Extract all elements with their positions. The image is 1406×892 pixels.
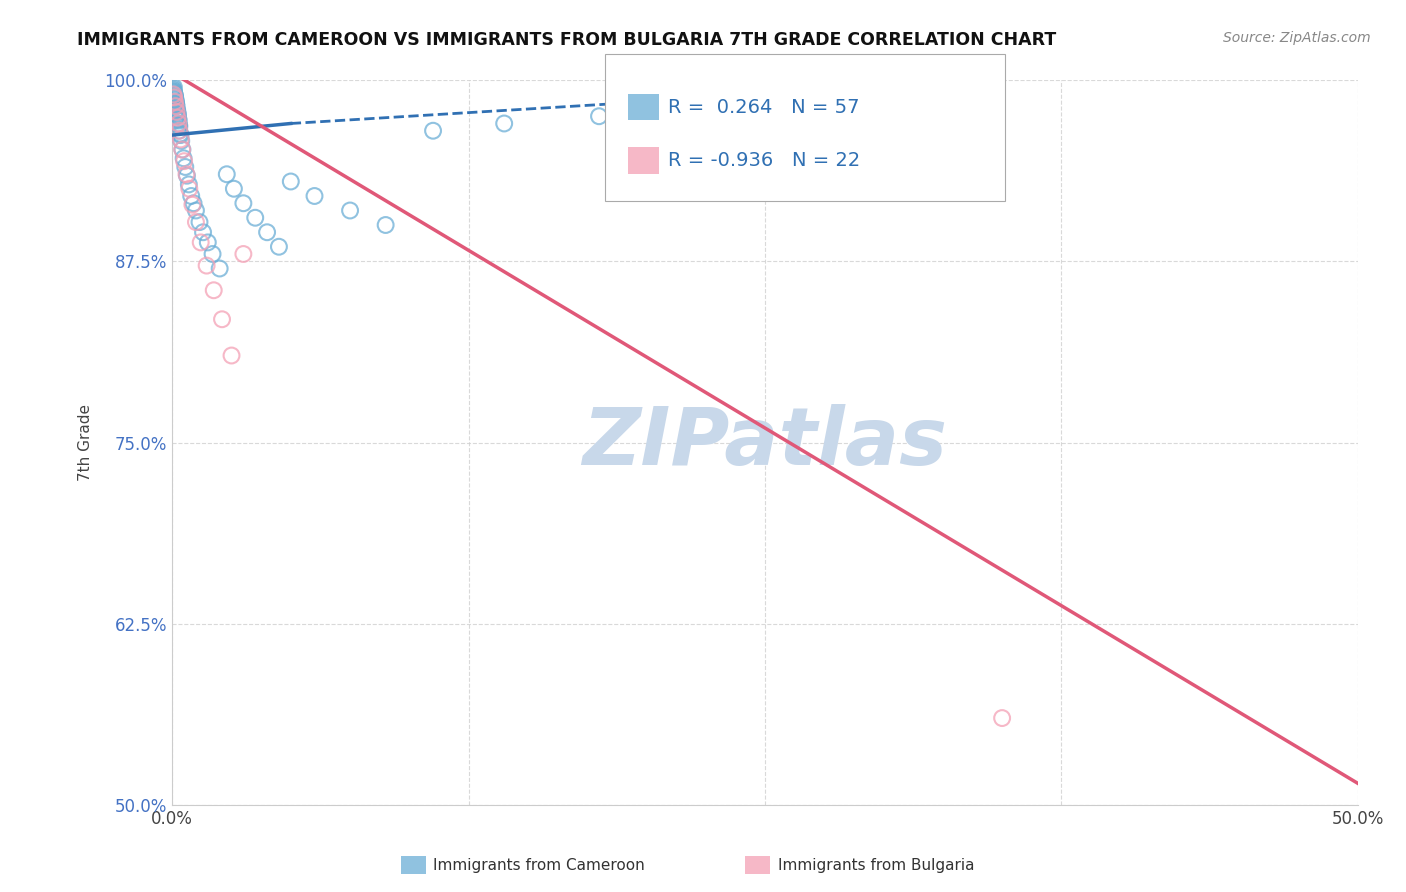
Point [991, 711, 1014, 725]
Point [494, 116, 516, 130]
Point [304, 189, 326, 203]
Point [170, 132, 193, 146]
Point [165, 90, 187, 104]
Point [191, 225, 214, 239]
Point [339, 203, 361, 218]
Point [179, 182, 201, 196]
Point [166, 102, 188, 116]
Text: R = -0.936   N = 22: R = -0.936 N = 22 [668, 151, 860, 170]
Point [197, 235, 219, 250]
Point [374, 218, 396, 232]
Text: IMMIGRANTS FROM CAMEROON VS IMMIGRANTS FROM BULGARIA 7TH GRADE CORRELATION CHART: IMMIGRANTS FROM CAMEROON VS IMMIGRANTS F… [77, 31, 1056, 49]
Point [163, 90, 186, 104]
Point [422, 124, 444, 138]
Point [222, 182, 245, 196]
Point [166, 104, 188, 119]
Point [167, 124, 190, 138]
Point [167, 118, 190, 132]
Point [165, 93, 187, 107]
Point [176, 167, 198, 181]
Text: R =  0.264   N = 57: R = 0.264 N = 57 [668, 97, 859, 117]
Point [177, 178, 200, 192]
Point [167, 116, 190, 130]
Text: Immigrants from Cameroon: Immigrants from Cameroon [433, 858, 645, 872]
Point [169, 128, 191, 142]
Point [588, 109, 610, 123]
Point [232, 247, 254, 261]
Point [167, 112, 190, 127]
Point [169, 120, 191, 134]
Text: Source: ZipAtlas.com: Source: ZipAtlas.com [1223, 31, 1371, 45]
Point [166, 104, 188, 119]
Point [184, 203, 207, 218]
Point [163, 89, 186, 103]
Point [169, 124, 191, 138]
Point [163, 85, 186, 99]
Point [188, 215, 211, 229]
Point [183, 196, 205, 211]
Point [169, 127, 191, 141]
Point [245, 211, 267, 225]
Point [172, 143, 194, 157]
Point [162, 85, 184, 99]
Point [221, 349, 243, 363]
Point [166, 103, 188, 118]
Point [176, 169, 198, 183]
Point [165, 97, 187, 112]
Point [170, 134, 193, 148]
Point [173, 151, 195, 165]
Point [180, 189, 202, 203]
Text: ZIPatlas: ZIPatlas [582, 403, 948, 482]
Point [211, 312, 233, 326]
Point [166, 111, 188, 125]
Point [280, 174, 302, 188]
Point [162, 87, 184, 102]
Point [166, 99, 188, 113]
Point [165, 99, 187, 113]
Point [165, 96, 187, 111]
Point [215, 167, 238, 181]
Point [166, 106, 188, 120]
Point [208, 261, 231, 276]
Point [166, 109, 188, 123]
Point [195, 259, 218, 273]
Point [201, 247, 224, 261]
Point [173, 154, 195, 169]
Y-axis label: 7th Grade: 7th Grade [79, 404, 93, 481]
Point [165, 95, 187, 109]
Point [184, 215, 207, 229]
Point [232, 196, 254, 211]
Point [163, 80, 186, 95]
Text: Immigrants from Bulgaria: Immigrants from Bulgaria [778, 858, 974, 872]
Point [167, 108, 190, 122]
Point [163, 87, 186, 102]
Point [174, 160, 197, 174]
Point [163, 86, 186, 100]
Point [202, 283, 225, 297]
Point [267, 240, 290, 254]
Point [163, 95, 186, 109]
Point [167, 113, 190, 128]
Point [172, 143, 194, 157]
Point [163, 87, 186, 102]
Point [167, 116, 190, 130]
Point [165, 92, 187, 106]
Point [162, 81, 184, 95]
Point [181, 197, 204, 211]
Point [256, 225, 278, 239]
Point [190, 235, 212, 250]
Point [162, 83, 184, 97]
